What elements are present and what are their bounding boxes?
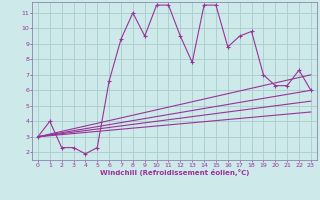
X-axis label: Windchill (Refroidissement éolien,°C): Windchill (Refroidissement éolien,°C) <box>100 169 249 176</box>
